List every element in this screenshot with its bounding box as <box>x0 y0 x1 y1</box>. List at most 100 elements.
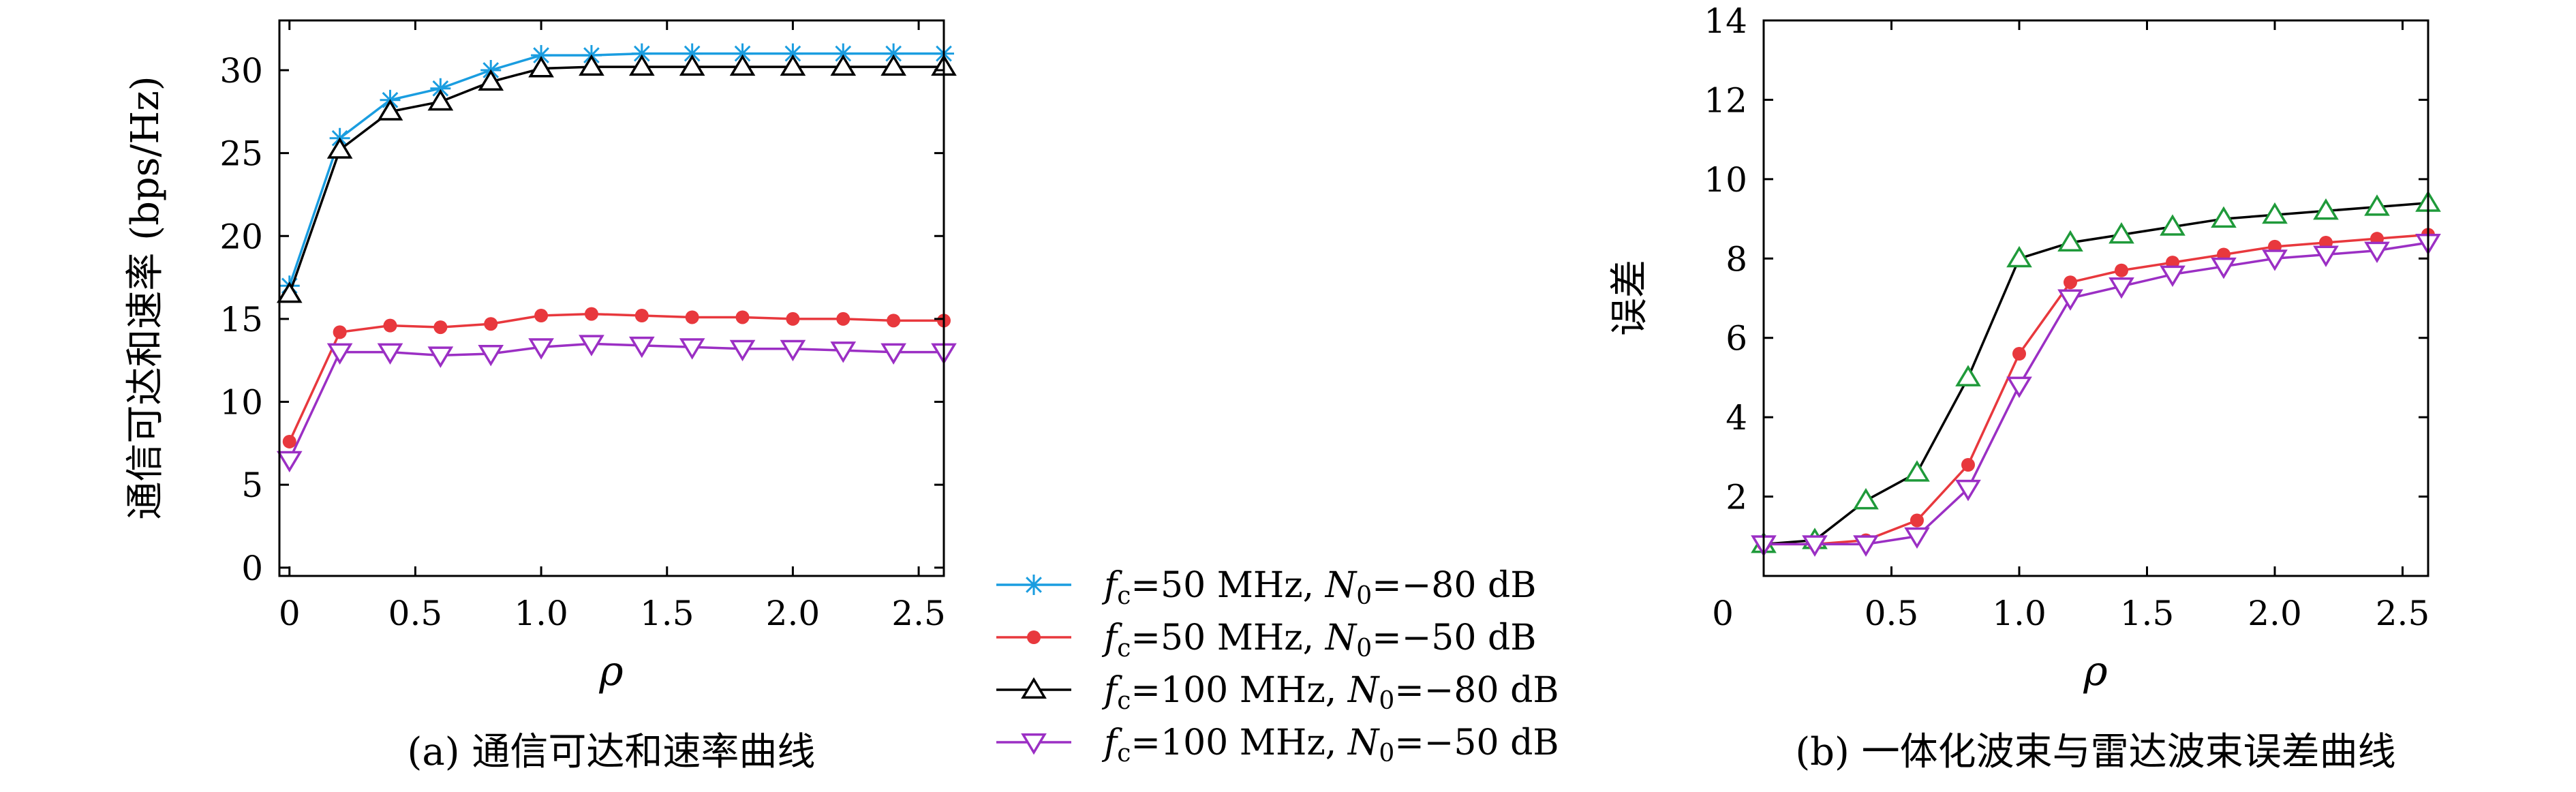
chart-a-series-2-line <box>288 312 944 442</box>
chart-b-x-tick-label: 2.5 <box>2376 594 2430 633</box>
chart-a-series-3-point <box>780 54 806 76</box>
chart-b-series-1-point <box>1904 460 1930 482</box>
chart-b-series-3-line <box>1764 241 2429 546</box>
chart-a-y-tick-label: 15 <box>219 300 263 339</box>
chart-a-x-tick-label: 0.5 <box>388 594 443 633</box>
chart-b-series-3-point <box>1853 535 1879 557</box>
chart-b-series-3-point <box>1955 479 1981 502</box>
chart-b-series-2-point <box>2012 347 2026 361</box>
chart-a-series-3 <box>276 54 957 303</box>
chart-b-series-1-point <box>1955 365 1981 386</box>
chart-a-series-3-point <box>830 54 857 76</box>
chart-a-series-3-point <box>679 54 705 76</box>
chart-a-series-4-point <box>830 341 857 363</box>
chart-a-series-2-point <box>735 310 750 324</box>
chart-a-x-axis-label: ρ <box>598 648 623 695</box>
legend-label: fc=50 MHz, N0=−80 dB <box>1101 565 1537 610</box>
chart-a-y-tick-label: 20 <box>219 217 263 256</box>
chart-b-x-tick-label: 1.5 <box>2120 594 2175 633</box>
chart-b-plot-frame <box>1762 19 2429 577</box>
chart-a-series-2-point <box>534 309 549 323</box>
chart-a-x-tick-label: 1.5 <box>640 594 694 633</box>
chart-a-series-1-point <box>883 43 904 64</box>
chart-a-series-4-point <box>780 339 806 362</box>
chart-b-series-3-point <box>2262 249 2288 271</box>
chart-b-series-3-point <box>1904 527 1930 549</box>
chart-a-series-2-point <box>584 307 598 321</box>
chart-a-x-tick-label: 1.0 <box>514 594 568 633</box>
chart-a-series-4-point <box>880 343 906 365</box>
legend-label: fc=50 MHz, N0=−50 dB <box>1101 618 1537 662</box>
chart-b-series-3-point <box>2006 376 2032 398</box>
chart-b-series-3-point <box>2160 265 2186 287</box>
chart-a-series-4-point <box>729 339 756 362</box>
chart-b-y-tick-label: 14 <box>1704 1 1747 41</box>
chart-b-series-2-point <box>2064 275 2077 290</box>
chart-a-series-4-point <box>579 335 604 356</box>
chart-b-x-origin-label: 0 <box>1712 594 1734 633</box>
chart-a-y-axis-label: 通信可达和速率 (bps/Hz) <box>123 76 168 519</box>
chart-a-series-4-point <box>377 343 403 365</box>
chart-a-series-1 <box>279 43 954 296</box>
chart-b-y-tick-label: 8 <box>1726 239 1747 279</box>
chart-b-series-1-point <box>2313 198 2339 220</box>
chart-b-series-1-point <box>2160 214 2186 236</box>
chart-b-y-tick-label: 2 <box>1726 478 1747 517</box>
chart-a-series-2 <box>282 307 951 448</box>
chart-a-series-3-point <box>377 99 403 121</box>
legend-swatch-marker <box>1021 733 1047 755</box>
chart-a-series-3-point <box>427 89 454 111</box>
chart-a-series-3-point <box>628 54 655 76</box>
chart-a-series-4-point <box>276 451 303 473</box>
chart-b-series-3-point <box>2109 277 2134 299</box>
chart-b-series-3 <box>1751 234 2441 557</box>
chart-a-y-tick-label: 30 <box>219 51 263 91</box>
chart-b-x-tick-label: 0.5 <box>1865 594 1919 633</box>
chart-b-series-1-point <box>1853 487 1879 510</box>
chart-a-series-2-point <box>433 320 448 335</box>
chart-b-y-axis-label: 误差 <box>1608 260 1652 336</box>
legend-label: fc=100 MHz, N0=−80 dB <box>1101 670 1559 715</box>
chart-b-x-tick-label: 1.0 <box>1992 594 2046 633</box>
chart-b-series-3-point <box>1802 535 1828 557</box>
legend-entry-4: fc=100 MHz, N0=−50 dB <box>996 722 1559 767</box>
chart-b-series-3-point <box>2057 289 2083 311</box>
chart-a-y-tick-label: 10 <box>219 383 263 423</box>
legend-label: fc=100 MHz, N0=−50 dB <box>1101 722 1559 767</box>
chart-a-series-3-point <box>478 69 504 91</box>
chart-a-x-tick-label: 2.0 <box>766 594 821 633</box>
legend-swatch-marker <box>1027 630 1041 644</box>
legend-swatch-marker <box>1024 575 1044 595</box>
chart-a-series-3-point <box>528 56 554 78</box>
chart-a-series-3-point <box>880 54 906 76</box>
chart-a-series-1-point <box>681 43 703 64</box>
chart-b: 0.5 1.0 1.5 2.0 2.5 0 2 4 6 8 10 12 14 ρ 误差 (b) 一体化波… <box>1608 1 2441 774</box>
chart-a-series-2-point <box>786 311 800 326</box>
chart-a-series-2-point <box>333 325 347 339</box>
chart-a-caption: (a) 通信可达和速率曲线 <box>408 730 816 774</box>
legend-entry-3: fc=100 MHz, N0=−80 dB <box>996 670 1559 715</box>
chart-b-series-1 <box>1751 190 2441 553</box>
chart-a-series-4-point <box>679 338 705 360</box>
chart-b-y-tick-label: 10 <box>1704 160 1747 200</box>
chart-b-y-tick-label: 12 <box>1704 80 1747 120</box>
chart-a-series-3-point <box>579 54 604 76</box>
chart-b-series-3-point <box>2364 241 2390 264</box>
chart-b-series-1-line <box>1763 202 2429 546</box>
chart-b-x-axis-label: ρ <box>2083 648 2107 695</box>
chart-a-series-1-point <box>631 43 652 64</box>
legend: fc=50 MHz, N0=−80 dB fc=50 MHz, N0=−50 dB… <box>996 565 1559 767</box>
chart-b-series-2-point <box>1961 458 1975 472</box>
chart-b-series-1-point <box>2262 202 2288 224</box>
chart-b-series-3-point <box>2211 257 2237 279</box>
chart-a-series-2-point <box>484 317 498 331</box>
chart-a-series-3-point <box>729 54 756 76</box>
chart-a-series-2-point <box>685 310 699 324</box>
chart-b-series-1-point <box>2057 230 2083 252</box>
chart-a-series-3-point <box>276 281 303 303</box>
chart-a-series-2-point <box>383 318 397 333</box>
chart-b-x-tick-label: 2.0 <box>2248 594 2302 633</box>
chart-a-y-tick-label: 0 <box>241 549 263 588</box>
